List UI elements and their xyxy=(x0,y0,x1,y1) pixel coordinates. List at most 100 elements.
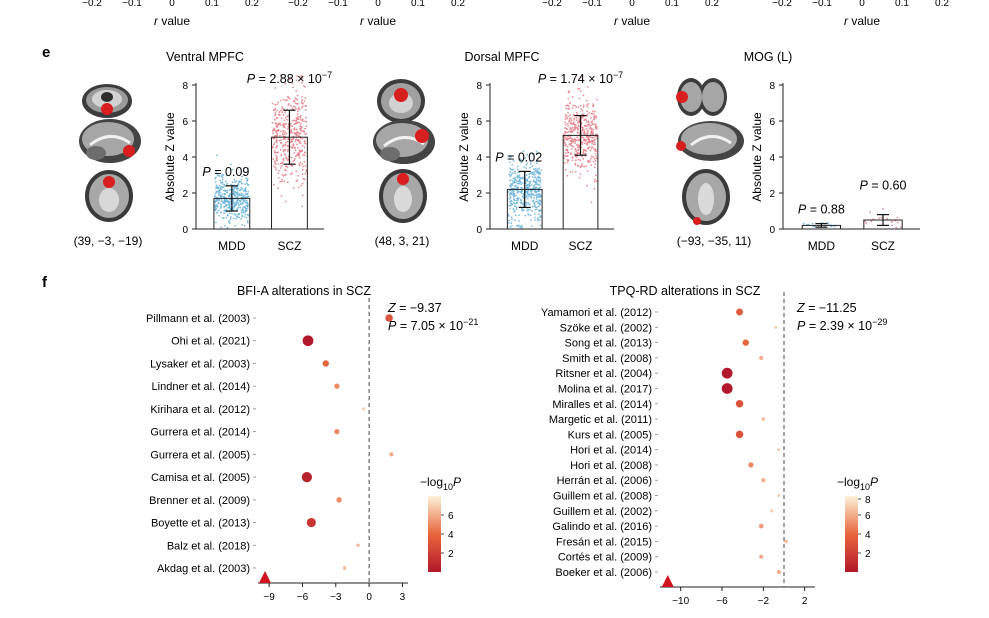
top-row-tick-label: 0.2 xyxy=(245,0,259,9)
y-tick-label: 0 xyxy=(476,225,482,236)
x-tick-label: −6 xyxy=(716,596,728,607)
study-label: Galindo et al. (2016) xyxy=(552,521,652,533)
study-label: Ohi et al. (2021) xyxy=(171,336,250,348)
study-label: Kurs et al. (2005) xyxy=(568,429,652,441)
top-row-tick-label: −0.2 xyxy=(772,0,792,9)
study-label: Song et al. (2013) xyxy=(565,338,652,350)
study-point xyxy=(302,335,314,347)
top-row-tick-label: 0 xyxy=(169,0,175,9)
colorbar-tick-label: 8 xyxy=(865,495,871,506)
study-label: Smith et al. (2008) xyxy=(562,353,652,365)
y-tick-label: 2 xyxy=(476,189,482,200)
x-tick-label: −6 xyxy=(297,592,309,603)
summary-z-annotation: Z = −11.25 xyxy=(796,301,857,315)
top-row-tick-label: 0 xyxy=(859,0,865,9)
x-tick-label: MDD xyxy=(218,239,246,253)
brain-images-dorsal-mpfc xyxy=(373,79,435,223)
study-label: Ritsner et al. (2004) xyxy=(555,368,652,380)
study-point xyxy=(735,430,744,439)
data-points-mdd xyxy=(507,150,543,229)
x-tick-label: −2 xyxy=(758,596,770,607)
x-tick-label: SCZ xyxy=(871,239,895,253)
colorbar-gradient xyxy=(428,496,441,572)
bar-chart-title: MOG (L) xyxy=(744,50,793,64)
forest-plot-0: BFI-A alterations in SCZ −9 −6 −3 0 3 Pillmann… xyxy=(146,284,478,603)
x-tick-label: −3 xyxy=(330,592,342,603)
p-value-annotation: P = 0.60 xyxy=(860,179,907,193)
x-tick-label: SCZ xyxy=(277,239,301,253)
top-row-axis-title: r value xyxy=(154,14,190,28)
study-label: Yamamori et al. (2012) xyxy=(541,307,652,319)
y-tick-label: 4 xyxy=(769,153,775,164)
colorbar: −log10P 2 4 6 8 xyxy=(837,475,878,572)
bar-charts: Ventral MPFC 0 2 4 6 8 Absolute Z value MDD P = … xyxy=(163,50,920,253)
study-point xyxy=(334,383,340,389)
y-tick-label: 0 xyxy=(769,225,775,236)
colorbar-tick-label: 2 xyxy=(865,549,871,560)
study-label: Brenner et al. (2009) xyxy=(149,495,250,507)
brain-images-mog xyxy=(676,78,744,225)
study-point xyxy=(770,509,774,513)
top-row-tick-label: 0 xyxy=(629,0,635,9)
study-point xyxy=(777,448,781,452)
study-point xyxy=(742,339,749,346)
top-row-tick-label: 0.2 xyxy=(705,0,719,9)
x-tick-label: −9 xyxy=(263,592,275,603)
study-point xyxy=(342,566,347,570)
study-point xyxy=(389,452,394,457)
panel-e-label: e xyxy=(42,44,50,61)
study-point xyxy=(721,383,733,394)
colorbar-title: −log10P xyxy=(837,475,878,492)
colorbar-gradient xyxy=(845,496,858,572)
forest-plot-title: BFI-A alterations in SCZ xyxy=(237,284,371,298)
study-label: Pillmann et al. (2003) xyxy=(146,313,250,325)
study-label: Gurrera et al. (2005) xyxy=(150,449,250,461)
bar-chart-title: Ventral MPFC xyxy=(166,50,244,64)
study-label: Balz et al. (2018) xyxy=(167,540,250,552)
study-label: Hori et al. (2014) xyxy=(570,445,652,457)
y-tick-label: 8 xyxy=(182,81,188,92)
forest-plot-1: TPQ-RD alterations in SCZ −10 −6 −2 2 Yamamor… xyxy=(541,284,887,607)
study-point xyxy=(758,523,764,529)
study-label: Herrán et al. (2006) xyxy=(557,475,652,487)
study-label: Guillem et al. (2002) xyxy=(553,506,652,518)
study-point xyxy=(761,417,766,421)
study-label: Camisa et al. (2005) xyxy=(151,472,250,484)
colorbar-tick-label: 4 xyxy=(448,530,454,541)
y-tick-label: 8 xyxy=(476,81,482,92)
y-tick-label: 8 xyxy=(769,81,775,92)
study-label: Miralles et al. (2014) xyxy=(552,399,652,411)
coord-label-dorsal: (48, 3, 21) xyxy=(375,234,430,248)
study-point xyxy=(336,497,342,503)
top-row-axes: −0.2 −0.1 0 0.1 0.2 r value −0.2 −0.1 0 0.1 0.2 r v… xyxy=(82,0,949,28)
p-value-annotation: P = 0.09 xyxy=(202,165,249,179)
x-tick-label: −10 xyxy=(672,596,689,607)
study-point xyxy=(784,539,788,544)
p-value-annotation: P = 0.88 xyxy=(798,203,845,217)
y-axis-title: Absolute Z value xyxy=(163,112,177,202)
top-row-axis-title: r value xyxy=(360,14,396,28)
p-value-annotation: P = 1.74 × 10−7 xyxy=(538,70,623,86)
top-row-tick-label: 0.1 xyxy=(411,0,425,9)
study-label: Kirihara et al. (2012) xyxy=(150,404,250,416)
y-tick-label: 4 xyxy=(182,153,188,164)
error-bar-mdd xyxy=(518,170,531,208)
error-bar-mdd xyxy=(225,185,238,212)
top-row-tick-label: 0.1 xyxy=(895,0,909,9)
study-label: Boeker et al. (2006) xyxy=(555,567,652,579)
error-bar-mdd xyxy=(815,223,828,228)
y-tick-label: 2 xyxy=(182,189,188,200)
study-label: Guillem et al. (2008) xyxy=(553,491,652,503)
coord-label-mog: (−93, −35, 11) xyxy=(677,234,752,248)
study-point xyxy=(759,554,764,559)
summary-p-annotation: P = 2.39 × 10−29 xyxy=(797,317,887,333)
top-row-tick-label: −0.1 xyxy=(582,0,602,9)
summary-effect-marker xyxy=(661,575,674,587)
x-tick-label: MDD xyxy=(511,239,539,253)
study-point xyxy=(777,493,781,498)
study-point xyxy=(362,407,366,411)
study-label: Boyette et al. (2013) xyxy=(151,518,250,530)
colorbar-tick-label: 6 xyxy=(865,511,871,522)
summary-p-annotation: P = 7.05 × 10−21 xyxy=(388,317,478,333)
